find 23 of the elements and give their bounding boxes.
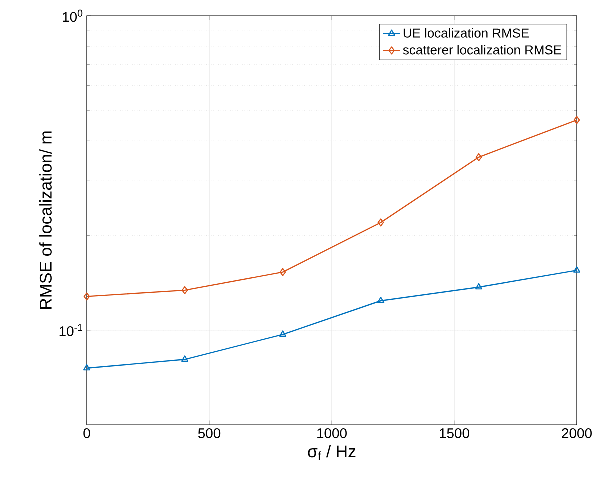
y-axis-title: RMSE of localization/ m: [40, 132, 52, 309]
point: [84, 292, 90, 301]
y-tick-label: 10$^{0}$: [63, 10, 83, 22]
point: [182, 286, 188, 294]
point: [279, 330, 287, 337]
point: [83, 364, 91, 371]
point: [476, 153, 482, 162]
x-tick-label: 1500: [440, 428, 470, 438]
point: [377, 296, 385, 304]
legend-label: scatterer localization RMSE: [403, 45, 562, 55]
point: [378, 218, 384, 227]
point: [574, 116, 580, 124]
point: [573, 266, 581, 273]
point: [181, 356, 189, 362]
y-tick-label: 10$^{-1}$: [60, 324, 83, 336]
legend-label: UE localization RMSE: [404, 28, 530, 38]
x-tick-label: 500: [198, 428, 221, 438]
x-tick-label: 0: [84, 428, 90, 438]
x-axis-title: σ$_{f}$ / Hz: [308, 445, 356, 460]
point: [475, 283, 483, 290]
x-tick-label: 1000: [318, 428, 347, 438]
point: [280, 268, 286, 276]
x-tick-label: 2000: [562, 428, 592, 438]
